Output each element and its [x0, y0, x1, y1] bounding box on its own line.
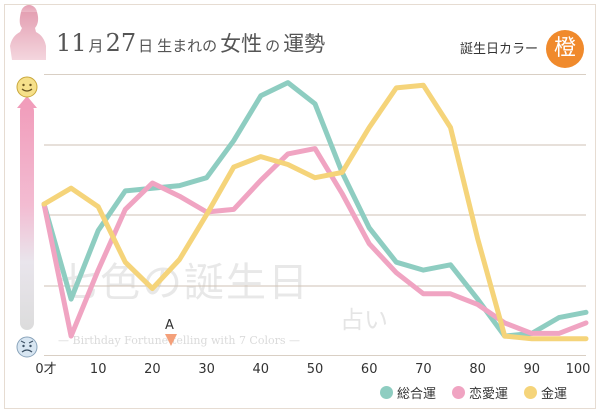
happy-face-icon: [16, 76, 38, 98]
x-tick-label-1: 10: [90, 362, 107, 377]
card-frame: [4, 4, 596, 409]
age-marker-arrow-icon: [165, 334, 177, 346]
x-tick-label-3: 30: [198, 362, 215, 377]
x-tick-label-9: 90: [524, 362, 541, 377]
birth-color-badge: 橙: [546, 30, 584, 68]
legend-label-money: 金運: [541, 387, 568, 402]
series-line-3: [41, 82, 589, 342]
x-tick-label-4: 40: [253, 362, 270, 377]
legend-dot-overall: [380, 386, 393, 399]
x-tick-label-10: 100: [566, 362, 591, 377]
title-day-unit: 日: [138, 37, 154, 55]
title-of: の: [265, 37, 281, 55]
title-month-number: 11: [56, 29, 87, 57]
header: 11 月 27 日 生まれの 女性 の 運勢 誕生日カラー 橙: [0, 0, 600, 68]
legend-label-love: 恋愛運: [469, 387, 509, 402]
legend-item-overall: 総合運: [380, 383, 436, 402]
chart-frame: [44, 74, 586, 356]
series-line-1: [41, 80, 589, 339]
x-tick-label-6: 60: [361, 362, 378, 377]
legend-item-love: 恋愛運: [452, 383, 508, 402]
page-title: 11 月 27 日 生まれの 女性 の 運勢: [56, 28, 326, 58]
legend-label-overall: 総合運: [397, 387, 437, 402]
x-tick-label-7: 70: [415, 362, 432, 377]
age-marker-label: A: [165, 318, 174, 333]
sad-face-icon: [16, 336, 38, 358]
birth-color-label: 誕生日カラー: [459, 42, 538, 57]
x-tick-label-0: 0才: [35, 362, 56, 377]
title-middle: 生まれの: [157, 37, 218, 55]
watermark-subtitle: — Birthday Fortune-telling with 7 Colors…: [58, 334, 301, 347]
title-end: 運勢: [283, 32, 326, 56]
x-tick-label-2: 20: [144, 362, 161, 377]
title-day-number: 27: [105, 29, 137, 57]
legend-item-money: 金運: [524, 383, 567, 402]
watermark-logo-small: 占い: [340, 306, 388, 334]
series-line-2: [41, 146, 589, 339]
fortune-meter-bar: [20, 104, 34, 330]
title-woman: 女性: [220, 32, 263, 56]
title-month-unit: 月: [88, 37, 104, 55]
x-tick-label-5: 50: [307, 362, 324, 377]
legend-dot-love: [452, 386, 466, 399]
x-tick-label-8: 80: [469, 362, 486, 377]
legend-dot-money: [524, 386, 538, 399]
woman-silhouette-icon: [10, 5, 46, 60]
chart-legend: 総合運 恋愛運 金運: [380, 383, 567, 402]
